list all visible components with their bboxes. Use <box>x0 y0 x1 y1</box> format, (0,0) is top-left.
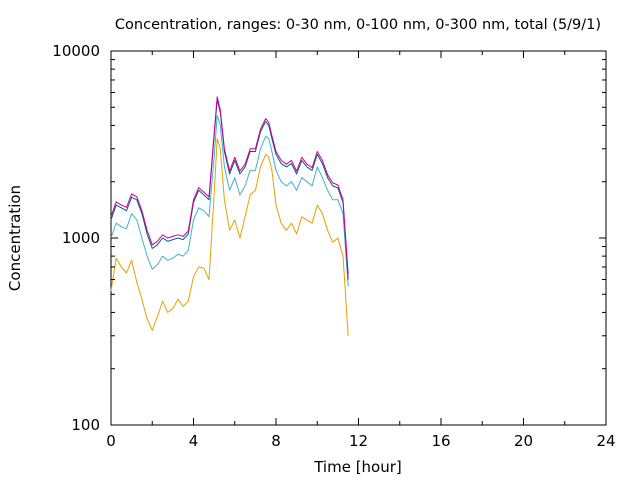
x-tick-label: 4 <box>189 432 199 450</box>
series-layer <box>110 96 349 336</box>
y-tick-label: 100 <box>71 416 100 434</box>
chart-title: Concentration, ranges: 0-30 nm, 0-100 nm… <box>115 17 601 33</box>
y-tick-label: 10000 <box>52 42 100 60</box>
series-line-4 <box>110 96 349 275</box>
y-tick-label: 1000 <box>62 229 100 247</box>
x-tick-label: 12 <box>349 432 368 450</box>
series-line-2 <box>110 115 349 287</box>
axis-layer: 0 4 8 12 16 20 24 100 1000 10000 <box>52 42 615 450</box>
x-axis-label: Time [hour] <box>313 458 402 476</box>
series-line-1 <box>110 138 349 336</box>
x-tick-label: 24 <box>596 432 615 450</box>
series-line-3 <box>110 99 349 280</box>
x-tick-label: 0 <box>106 432 116 450</box>
x-tick-label: 8 <box>271 432 281 450</box>
y-axis-label: Concentration <box>6 185 24 291</box>
x-tick-label: 16 <box>431 432 450 450</box>
x-tick-label: 20 <box>514 432 533 450</box>
